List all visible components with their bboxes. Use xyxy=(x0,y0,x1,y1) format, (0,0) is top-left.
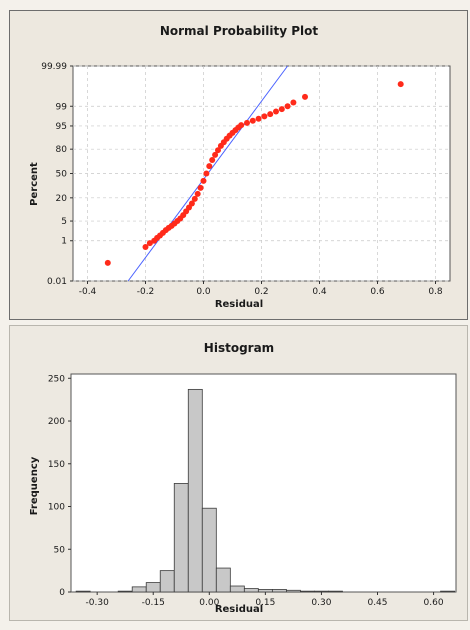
histogram-bar xyxy=(187,388,203,593)
data-point xyxy=(206,163,213,170)
y-tick-labels: 0 50 100 150 200 250 xyxy=(48,374,71,598)
y-tick-label: 50 xyxy=(54,545,66,555)
y-axis-label: Percent xyxy=(29,162,40,206)
x-tick-label: 0.0 xyxy=(196,287,211,297)
x-tick-label: 0.45 xyxy=(367,598,387,608)
data-point xyxy=(267,111,274,118)
data-point xyxy=(142,243,149,250)
y-tick-label: 150 xyxy=(48,460,65,470)
histogram-bar xyxy=(145,582,161,593)
data-point xyxy=(215,147,221,154)
x-tick-label: 0.6 xyxy=(370,287,385,297)
x-tick-labels: -0.4 -0.2 0.0 0.2 0.4 0.6 0.8 xyxy=(79,281,443,297)
x-tick-label: -0.15 xyxy=(142,598,165,608)
y-tick-label: 5 xyxy=(61,217,67,227)
data-point xyxy=(191,195,198,202)
chart-title: Normal Probability Plot xyxy=(160,24,319,38)
histogram-chart: Histogram Residual Frequency 0 50 100 150 20… xyxy=(29,341,457,615)
x-tick-label: 0.00 xyxy=(199,598,219,608)
x-tick-labels: -0.30 -0.15 0.00 0.15 0.30 0.45 0.60 xyxy=(86,592,444,608)
x-tick-label: -0.4 xyxy=(79,287,97,297)
histogram-bar xyxy=(257,589,273,593)
x-tick-label: 0.4 xyxy=(312,287,327,297)
data-point xyxy=(261,113,268,120)
histogram-bar xyxy=(328,590,343,593)
data-point xyxy=(200,177,207,184)
data-point xyxy=(238,122,245,129)
histogram-bar xyxy=(215,567,231,593)
histogram-bar xyxy=(75,590,91,593)
histogram-bar xyxy=(201,507,217,593)
histogram-bar xyxy=(440,590,455,593)
x-tick-label: 0.15 xyxy=(255,598,275,608)
chart-title: Histogram xyxy=(204,341,274,355)
data-point xyxy=(278,106,285,113)
y-tick-label: 250 xyxy=(48,374,65,384)
data-point xyxy=(188,200,195,207)
y-tick-label: 80 xyxy=(56,145,68,155)
data-point xyxy=(397,81,404,88)
x-tick-label: 0.30 xyxy=(311,598,331,608)
y-tick-label: 0.01 xyxy=(47,277,67,287)
y-tick-label: 0 xyxy=(59,588,65,598)
histogram-panel: Histogram Residual Frequency 0 50 100 150 20… xyxy=(9,325,468,621)
data-point xyxy=(290,99,297,106)
data-point xyxy=(203,170,210,177)
data-point xyxy=(255,115,262,122)
y-tick-label: 1 xyxy=(61,237,67,247)
data-point xyxy=(212,151,219,158)
data-points xyxy=(104,81,404,266)
y-axis-label: Frequency xyxy=(29,456,40,515)
y-tick-label: 200 xyxy=(48,417,65,427)
histogram-bar xyxy=(131,586,147,593)
histogram-bar xyxy=(159,570,175,593)
histogram-bars xyxy=(75,388,455,593)
y-tick-label: 99 xyxy=(56,102,68,112)
histogram-bar xyxy=(314,590,329,593)
x-axis-label: Residual xyxy=(215,299,263,310)
histogram-bar xyxy=(300,590,315,593)
data-point xyxy=(194,190,201,197)
data-point xyxy=(104,259,111,266)
x-axis-label: Residual xyxy=(215,604,263,615)
x-tick-label: 0.60 xyxy=(424,598,444,608)
data-point xyxy=(197,184,204,191)
data-point xyxy=(249,117,256,124)
data-point xyxy=(244,119,250,126)
y-tick-label: 95 xyxy=(56,122,67,132)
data-point xyxy=(273,108,279,115)
histogram-bar xyxy=(229,585,245,593)
y-tick-label: 20 xyxy=(56,194,68,204)
histogram-bar xyxy=(271,589,287,593)
x-tick-label: 0.8 xyxy=(428,287,443,297)
grid xyxy=(73,65,450,282)
y-tick-label: 100 xyxy=(48,503,65,513)
y-tick-label: 99.99 xyxy=(41,62,67,72)
normal-probability-chart: Normal Probability Plot Residual Percent… xyxy=(29,24,451,310)
histogram-bar xyxy=(285,589,301,593)
x-tick-label: 0.2 xyxy=(254,287,268,297)
data-point xyxy=(284,103,291,110)
plot-area xyxy=(70,373,457,593)
x-tick-label: -0.30 xyxy=(86,598,110,608)
data-point xyxy=(209,156,216,163)
histogram-bar xyxy=(243,588,259,593)
y-tick-label: 50 xyxy=(56,170,68,180)
y-tick-labels: 0.01 1 5 20 50 80 95 99 99.99 xyxy=(41,62,73,287)
data-point xyxy=(302,93,308,100)
x-tick-label: -0.2 xyxy=(137,287,155,297)
histogram-bar xyxy=(173,483,189,593)
histogram-bar xyxy=(117,590,133,593)
normal-probability-panel: Normal Probability Plot Residual Percent… xyxy=(9,10,468,320)
